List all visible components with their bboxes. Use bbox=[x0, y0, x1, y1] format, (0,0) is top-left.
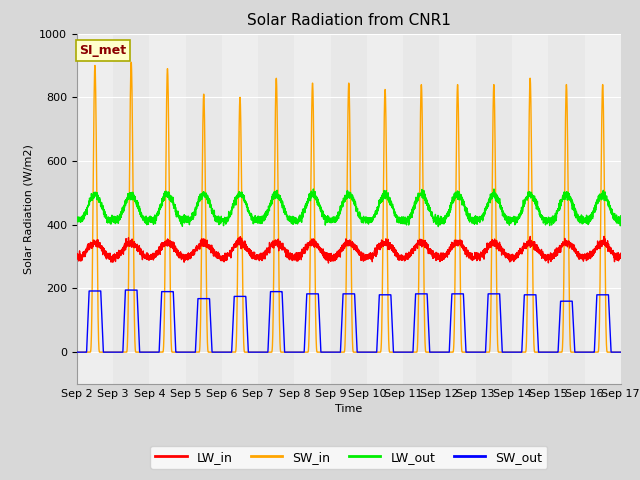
SW_out bbox=[502, 349, 509, 355]
Legend: LW_in, SW_in, LW_out, SW_out: LW_in, SW_in, LW_out, SW_out bbox=[150, 446, 547, 469]
SW_in bbox=[329, 349, 337, 355]
Bar bbox=[149, 34, 186, 384]
LW_out bbox=[616, 223, 624, 228]
LW_out bbox=[310, 186, 317, 192]
SW_in bbox=[441, 349, 449, 355]
LW_out bbox=[471, 221, 479, 227]
SW_out bbox=[171, 322, 179, 328]
SW_out bbox=[73, 349, 81, 355]
SW_in bbox=[502, 349, 509, 355]
Bar bbox=[77, 34, 113, 384]
Line: LW_out: LW_out bbox=[77, 189, 621, 227]
Bar bbox=[512, 34, 548, 384]
SW_in bbox=[616, 349, 624, 355]
LW_out bbox=[73, 215, 81, 220]
LW_in bbox=[600, 233, 608, 239]
Text: SI_met: SI_met bbox=[79, 44, 127, 57]
LW_in bbox=[616, 252, 624, 258]
Line: SW_in: SW_in bbox=[77, 62, 621, 352]
SW_out bbox=[122, 287, 129, 293]
SW_out bbox=[616, 349, 624, 355]
SW_in bbox=[617, 349, 625, 355]
Line: SW_out: SW_out bbox=[77, 290, 621, 352]
Bar bbox=[440, 34, 476, 384]
LW_out bbox=[502, 217, 509, 223]
LW_in bbox=[617, 251, 625, 256]
LW_in bbox=[324, 260, 332, 266]
LW_out bbox=[617, 213, 625, 218]
Bar bbox=[367, 34, 403, 384]
SW_in bbox=[73, 349, 81, 355]
LW_in bbox=[73, 255, 81, 261]
Y-axis label: Solar Radiation (W/m2): Solar Radiation (W/m2) bbox=[24, 144, 33, 274]
SW_in bbox=[127, 60, 135, 65]
LW_in bbox=[171, 245, 179, 251]
LW_out bbox=[441, 216, 449, 222]
SW_out bbox=[329, 349, 337, 355]
X-axis label: Time: Time bbox=[335, 405, 362, 414]
LW_out bbox=[435, 224, 442, 229]
SW_in bbox=[171, 349, 179, 355]
Line: LW_in: LW_in bbox=[77, 236, 621, 263]
Bar bbox=[222, 34, 258, 384]
LW_out bbox=[329, 218, 337, 224]
Bar bbox=[584, 34, 621, 384]
LW_in bbox=[441, 255, 449, 261]
LW_in bbox=[471, 252, 479, 258]
SW_out bbox=[441, 349, 449, 355]
SW_in bbox=[471, 349, 479, 355]
Bar bbox=[294, 34, 331, 384]
SW_out bbox=[471, 349, 479, 355]
LW_out bbox=[171, 204, 179, 210]
LW_in bbox=[329, 256, 337, 262]
LW_in bbox=[502, 255, 509, 261]
SW_out bbox=[617, 349, 625, 355]
Title: Solar Radiation from CNR1: Solar Radiation from CNR1 bbox=[247, 13, 451, 28]
